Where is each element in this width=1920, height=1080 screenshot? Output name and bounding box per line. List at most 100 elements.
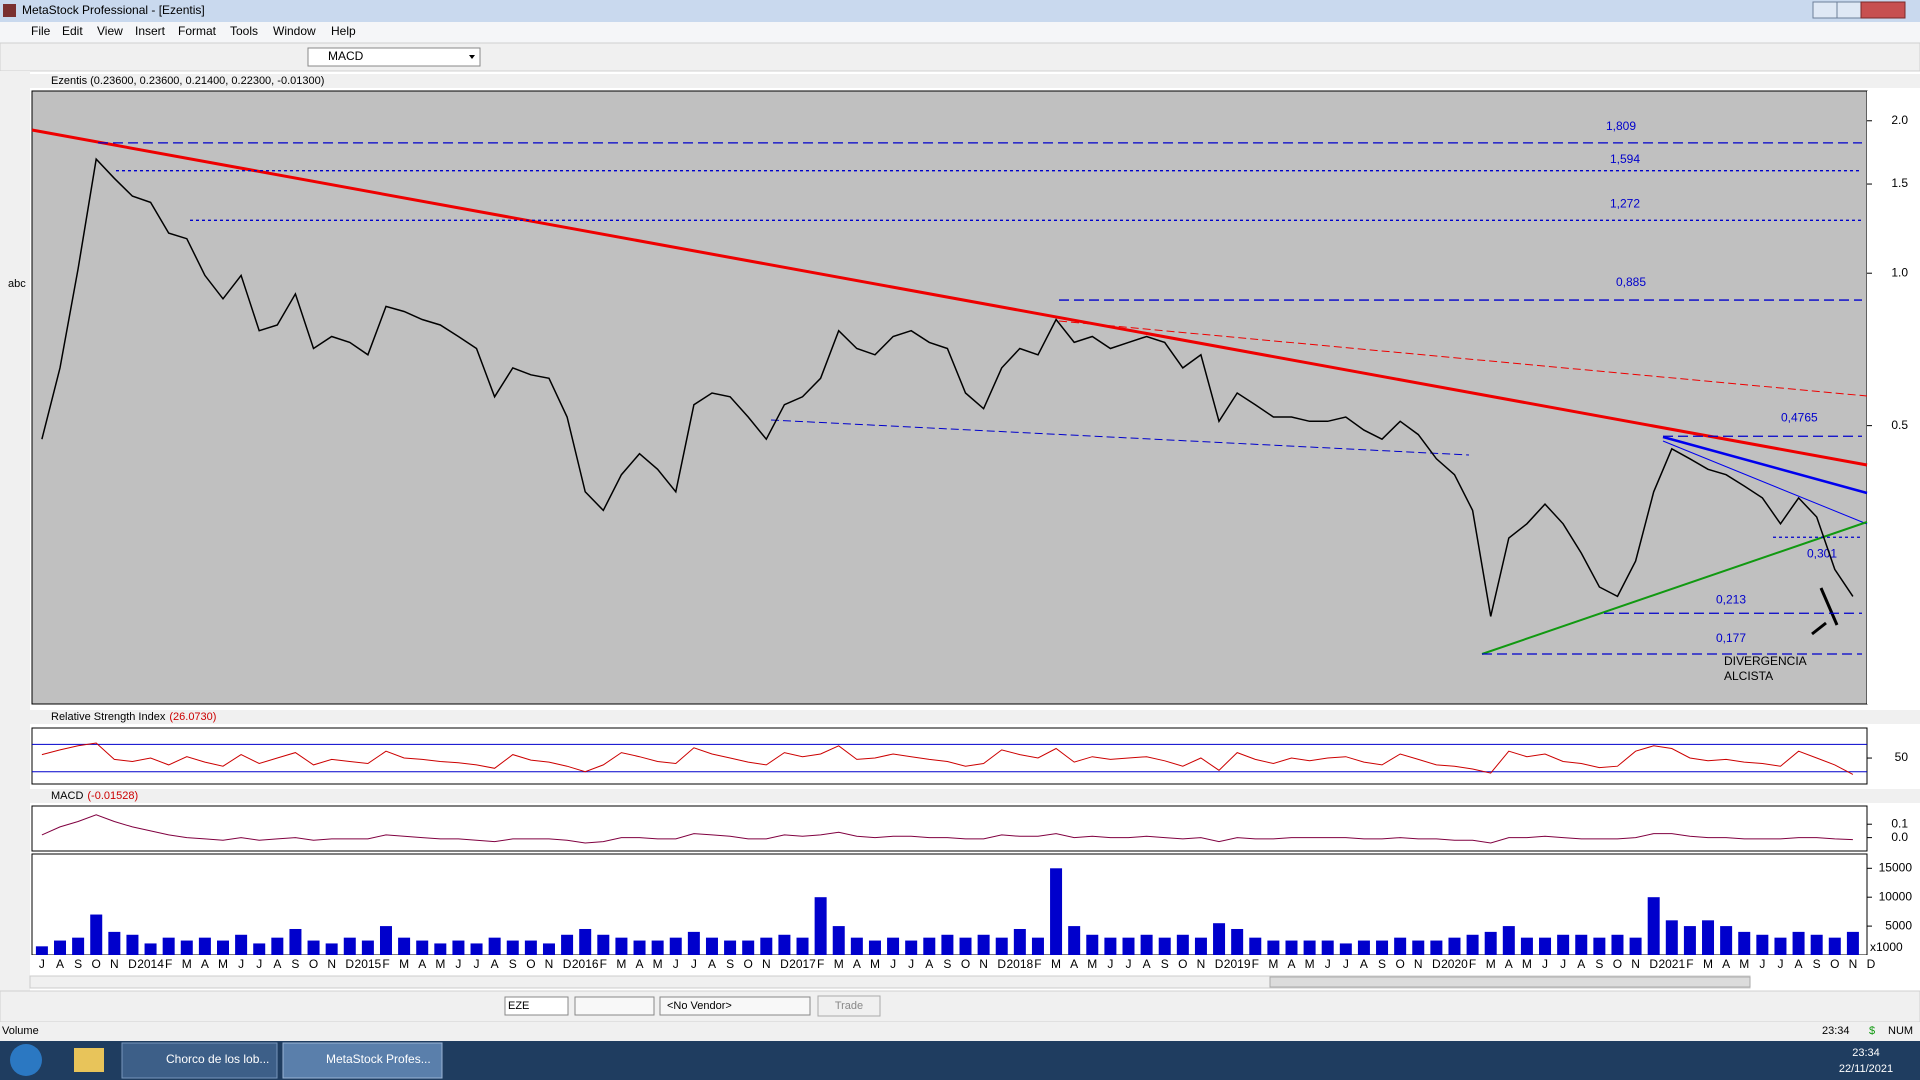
menu-item[interactable]: Help <box>331 24 356 38</box>
date-label: D <box>128 957 137 971</box>
volume-bar <box>108 931 121 955</box>
text-tool[interactable]: abc <box>8 278 26 290</box>
vendor-combo[interactable] <box>659 996 811 1016</box>
close-button[interactable] <box>1860 1 1906 19</box>
volume-bar <box>1448 937 1461 955</box>
symbol-box[interactable] <box>504 996 569 1016</box>
menu-bar <box>0 22 1920 43</box>
date-label: 2017 <box>789 957 816 971</box>
y-tick-label: 50 <box>1895 750 1909 764</box>
price-plot <box>31 90 1868 705</box>
volume-bar <box>343 937 356 955</box>
date-label: O <box>1830 957 1839 971</box>
date-label: M <box>1051 957 1061 971</box>
volume-bar <box>217 940 229 955</box>
annotation: DIVERGENCIA <box>1724 654 1807 668</box>
date-label: N <box>1849 957 1858 971</box>
date-label: S <box>1161 957 1169 971</box>
volume-multiplier: x1000 <box>1870 940 1903 954</box>
date-label: S <box>1813 957 1821 971</box>
date-label: J <box>455 957 461 971</box>
volume-bar <box>1267 940 1280 955</box>
macd-name: MACD <box>51 790 83 802</box>
volume-bar <box>1647 897 1660 955</box>
menu-item[interactable]: Format <box>178 24 217 38</box>
date-label: F <box>1686 957 1693 971</box>
volume-bar <box>1665 920 1678 955</box>
task-button[interactable] <box>282 1042 443 1079</box>
menu-item[interactable]: Tools <box>230 24 258 38</box>
date-label: J <box>673 957 679 971</box>
date-label: S <box>726 957 734 971</box>
combo[interactable] <box>574 996 655 1016</box>
trend-line <box>1058 320 1868 397</box>
indicator-combo[interactable] <box>307 47 481 67</box>
volume-bar <box>1140 934 1153 955</box>
volume-bar <box>398 937 411 955</box>
date-label: N <box>979 957 988 971</box>
price-axis <box>1867 91 1920 704</box>
y-tick-label: 15000 <box>1879 860 1913 874</box>
volume-bar <box>1194 937 1207 955</box>
volume-bar <box>1756 934 1769 955</box>
date-label: F <box>817 957 824 971</box>
menu-item[interactable]: Window <box>273 24 316 38</box>
fib-label: 1,594 <box>1610 152 1640 166</box>
volume-bar <box>778 934 791 955</box>
date-label: F <box>600 957 607 971</box>
trend-line <box>1662 440 1868 525</box>
volume-bar <box>941 934 954 955</box>
date-label: D <box>780 957 789 971</box>
volume-bar <box>742 940 755 955</box>
volume-bar <box>253 943 266 955</box>
date-label: N <box>110 957 119 971</box>
date-label: A <box>1287 957 1295 971</box>
fib-label: 0,177 <box>1716 631 1746 645</box>
date-label: D <box>1649 957 1658 971</box>
macd-header: MACD (-0.01528) <box>51 790 138 802</box>
scroll-thumb[interactable] <box>1269 976 1751 988</box>
date-label: J <box>1542 957 1548 971</box>
symbol: EZE <box>508 1000 529 1012</box>
fib-label: 0,301 <box>1807 546 1837 560</box>
folder-icon[interactable] <box>74 1048 104 1072</box>
date-label: J <box>1325 957 1331 971</box>
date-label: M <box>1739 957 1749 971</box>
date-label: J <box>691 957 697 971</box>
volume-bar <box>669 937 682 955</box>
date-label: J <box>256 957 262 971</box>
menu-item[interactable]: Insert <box>135 24 166 38</box>
volume-bar <box>35 946 48 955</box>
maximize-button[interactable] <box>1836 1 1862 19</box>
date-label: A <box>1577 957 1585 971</box>
volume-bar <box>977 934 990 955</box>
task-button[interactable] <box>121 1042 278 1079</box>
vendor: <No Vendor> <box>667 1000 732 1012</box>
date-label: A <box>1143 957 1151 971</box>
volume-bar <box>1828 937 1841 955</box>
date-label: A <box>708 957 716 971</box>
volume-bar <box>1376 940 1389 955</box>
date-label: A <box>273 957 281 971</box>
date-label: D <box>345 957 354 971</box>
date-label: O <box>961 957 970 971</box>
volume-bar <box>506 940 519 955</box>
menu-item[interactable]: View <box>97 24 123 38</box>
start-button[interactable] <box>10 1044 42 1076</box>
volume-bar <box>1412 940 1425 955</box>
volume-bar <box>579 928 592 955</box>
volume-bar <box>325 943 338 955</box>
date-label: A <box>853 957 861 971</box>
combo-arrow <box>469 55 475 59</box>
trend-line <box>770 419 1470 456</box>
status-time: 23:34 <box>1822 1025 1850 1037</box>
date-label: J <box>1560 957 1566 971</box>
rsi-line <box>41 742 1854 775</box>
menu-item[interactable]: File <box>31 24 51 38</box>
volume-bar <box>271 937 284 955</box>
volume-bar <box>126 934 139 955</box>
trade-button[interactable] <box>817 995 881 1017</box>
minimize-button[interactable] <box>1812 1 1838 19</box>
volume-bar <box>542 943 555 955</box>
menu-item[interactable]: Edit <box>62 24 83 38</box>
